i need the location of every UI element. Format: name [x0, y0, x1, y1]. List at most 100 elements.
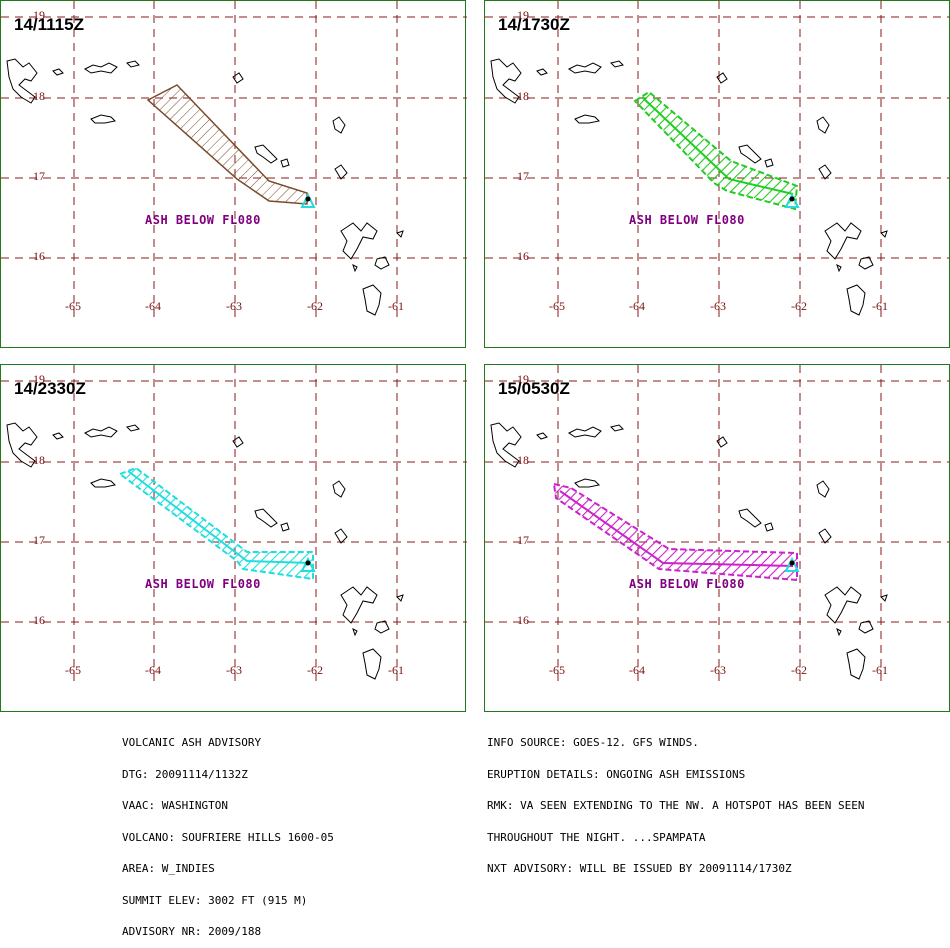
latitude-label: 16	[33, 613, 45, 627]
ash-level-label: ASH BELOW FL080	[145, 213, 261, 227]
latitude-label: 18	[517, 453, 529, 467]
coastline	[568, 62, 602, 74]
longitude-label: -64	[629, 663, 645, 677]
coastline	[816, 480, 830, 498]
volcano-icon	[300, 556, 316, 572]
coastline	[858, 256, 874, 270]
coastline	[332, 116, 346, 134]
longitude-label: -65	[549, 299, 565, 313]
longitude-label: -63	[710, 663, 726, 677]
ash-centerline	[641, 96, 794, 195]
coastline	[490, 422, 522, 468]
advisory-line: ERUPTION DETAILS: ONGOING ASH EMISSIONS	[487, 767, 746, 781]
latitude-label: 19	[33, 372, 45, 386]
latitude-label: 16	[517, 613, 529, 627]
coastline	[818, 164, 832, 180]
longitude-label: -65	[549, 663, 565, 677]
coastline	[352, 264, 358, 273]
ash-map	[485, 365, 950, 681]
latitude-label: 17	[517, 169, 529, 183]
advisory-line: SUMMIT ELEV: 3002 FT (915 M)	[122, 893, 308, 907]
coastline	[824, 222, 862, 260]
map-panel-1: 14/1115Z 19 18 17 16 -65 -64 -63 -62 -61 ASH BELOW…	[0, 0, 467, 348]
coastline	[738, 144, 762, 164]
longitude-label: -65	[65, 663, 81, 677]
advisory-line: VOLCANIC ASH ADVISORY	[122, 736, 262, 749]
coastline	[610, 424, 624, 432]
coastline	[716, 436, 728, 448]
coastline	[858, 620, 874, 634]
coastline	[362, 648, 382, 680]
ash-level-label: ASH BELOW FL080	[629, 213, 745, 227]
coastline	[254, 144, 278, 164]
latitude-label: 16	[517, 249, 529, 263]
coastline	[490, 58, 522, 104]
valid-time-label: 14/1730Z	[498, 15, 570, 34]
advisory-line: RMK: VA SEEN EXTENDING TO THE NW. A HOTS…	[487, 799, 865, 812]
latitude-label: 17	[33, 533, 45, 547]
longitude-label: -61	[388, 663, 404, 677]
latitude-label: 19	[517, 372, 529, 386]
advisory-line: THROUGHOUT THE NIGHT. ...SPAMPATA	[487, 830, 706, 844]
coastline	[52, 432, 64, 440]
map-panel-4: 15/0530Z 19 18 17 16 -65 -64 -63 -62 -61 ASH BELOW…	[484, 364, 950, 712]
coastline	[6, 422, 38, 468]
coastline	[90, 114, 117, 124]
coastline	[610, 60, 624, 68]
coastline	[52, 68, 64, 76]
ash-level-label: ASH BELOW FL080	[629, 577, 745, 591]
ash-map	[485, 1, 950, 317]
coastline	[764, 522, 774, 532]
coastline	[536, 68, 548, 76]
latitude-label: 17	[517, 533, 529, 547]
coastline	[716, 72, 728, 84]
advisory-line: AREA: W_INDIES	[122, 862, 215, 875]
map-panel-3: 14/2330Z 19 18 17 16 -65 -64 -63 -62 -61 ASH BELOW…	[0, 364, 467, 712]
coastline	[340, 222, 378, 260]
volcano-icon	[305, 196, 311, 202]
map-panel-2: 14/1730Z 19 18 17 16 -65 -64 -63 -62 -61 ASH BELOW…	[484, 0, 950, 348]
latitude-label: 18	[33, 89, 45, 103]
coastline	[396, 594, 404, 602]
longitude-label: -65	[65, 299, 81, 313]
ash-cloud-polygon	[117, 466, 314, 581]
coastline	[764, 158, 774, 168]
coastline	[6, 58, 38, 104]
coastline	[126, 424, 140, 432]
coastline	[340, 586, 378, 624]
coastline	[836, 628, 842, 637]
advisory-line: ADVISORY NR: 2009/188	[122, 925, 262, 938]
coastline	[374, 256, 390, 270]
longitude-label: -62	[307, 299, 323, 313]
longitude-label: -62	[791, 663, 807, 677]
volcano-icon	[789, 196, 795, 202]
longitude-label: -63	[710, 299, 726, 313]
coastline	[846, 648, 866, 680]
ash-centerline	[559, 490, 794, 567]
coastline	[846, 284, 866, 316]
valid-time-label: 14/2330Z	[14, 379, 86, 398]
longitude-label: -61	[872, 299, 888, 313]
coastline	[574, 478, 601, 488]
latitude-label: 18	[517, 89, 529, 103]
coastline	[880, 594, 888, 602]
ash-centerline	[127, 470, 312, 564]
volcano-icon	[300, 192, 316, 208]
latitude-label: 19	[33, 8, 45, 22]
coastline	[816, 116, 830, 134]
coastline	[738, 508, 762, 528]
longitude-label: -63	[226, 299, 242, 313]
longitude-label: -64	[145, 663, 161, 677]
coastline	[362, 284, 382, 316]
coastline	[824, 586, 862, 624]
latitude-label: 16	[33, 249, 45, 263]
longitude-label: -64	[629, 299, 645, 313]
coastline	[536, 432, 548, 440]
advisory-line: VAAC: WASHINGTON	[122, 799, 228, 812]
latitude-label: 18	[33, 453, 45, 467]
longitude-label: -61	[872, 663, 888, 677]
coastline	[84, 62, 118, 74]
advisory-info-right: INFO SOURCE: GOES-12. GFS WINDS. ERUPTIO…	[487, 717, 865, 885]
ash-map	[1, 1, 467, 317]
ash-map	[1, 365, 467, 681]
